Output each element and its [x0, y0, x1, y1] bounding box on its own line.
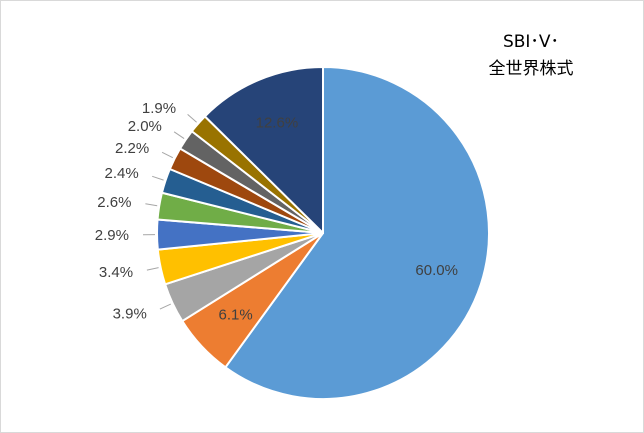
slice-label-4: 3.4% — [99, 264, 133, 281]
chart-title: SBI･V･ 全世界株式 — [489, 32, 574, 79]
slice-label-3: 3.9% — [113, 305, 147, 322]
leader-line-10 — [187, 114, 197, 123]
slice-label-6: 2.6% — [97, 194, 131, 211]
slice-label-10: 1.9% — [142, 100, 176, 117]
leader-line-8 — [161, 151, 174, 159]
slice-label-7: 2.4% — [104, 165, 138, 182]
leader-line-7 — [152, 175, 164, 181]
slice-label-11: 12.6% — [256, 115, 299, 132]
slice-label-2: 6.1% — [218, 307, 252, 324]
slice-label-1: 60.0% — [415, 262, 458, 279]
leader-lines — [142, 114, 197, 310]
pie-slice-11 — [203, 66, 324, 234]
slice-label-8: 2.2% — [115, 140, 149, 157]
chart-title-line-2: 全世界株式 — [489, 59, 574, 79]
slice-label-5: 2.9% — [95, 227, 129, 244]
slices-layer — [156, 66, 490, 400]
slice-label-9: 2.0% — [128, 118, 162, 135]
leader-line-9 — [173, 131, 185, 140]
leader-line-6 — [145, 203, 158, 207]
chart-title-line-1: SBI･V･ — [503, 32, 559, 52]
pie-slice-1 — [224, 66, 490, 400]
data-labels: 60.0% 6.1% 3.9% 3.4% 2.9% 2.6% 2.4% 2.2% 2.0%1.9… — [95, 100, 458, 324]
leader-line-3 — [159, 303, 172, 310]
leader-line-4 — [146, 267, 159, 271]
